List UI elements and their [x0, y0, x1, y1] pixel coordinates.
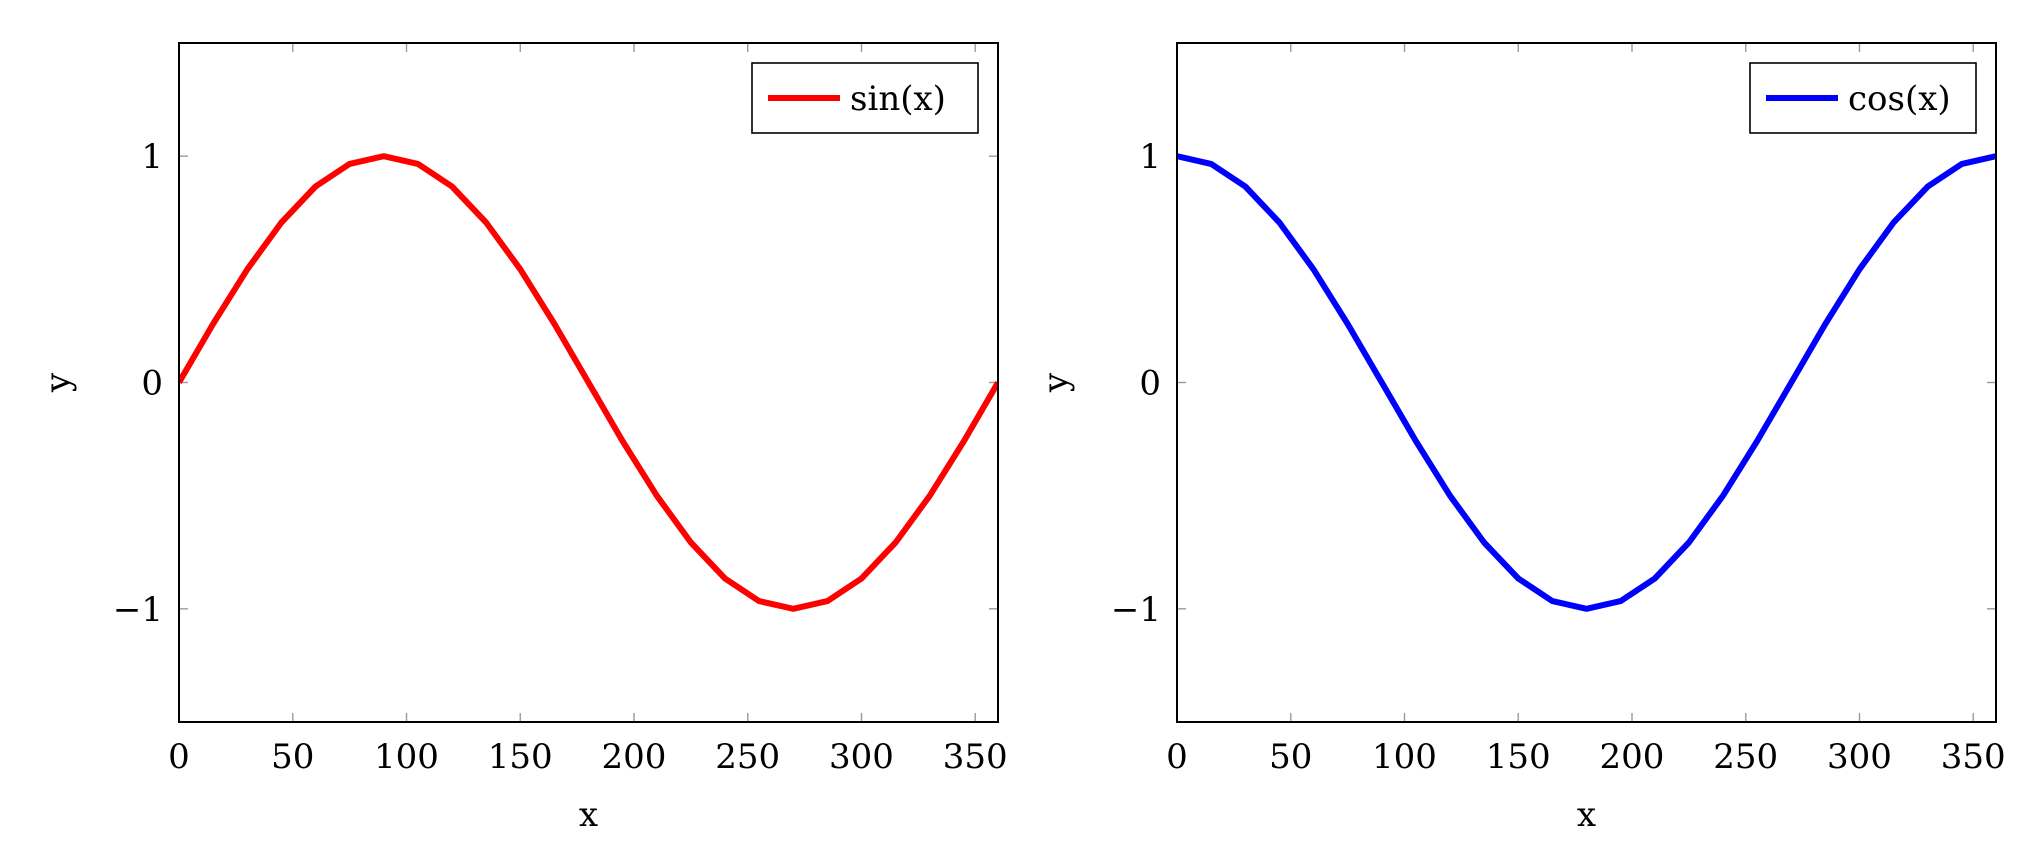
series-line — [179, 153, 998, 612]
x-tick-label: 150 — [488, 737, 553, 777]
legend: cos(x) — [1749, 62, 1977, 134]
x-tick-label: 0 — [1166, 737, 1188, 777]
x-tick-label: 250 — [715, 737, 780, 777]
x-tick-label: 100 — [1372, 737, 1437, 777]
plot-frame — [1176, 42, 1997, 723]
x-tick-label: 0 — [168, 737, 190, 777]
y-tick-label: 0 — [1139, 364, 1161, 404]
y-axis-label: y — [38, 372, 78, 393]
x-tick-label: 350 — [943, 737, 1008, 777]
series-line — [1177, 153, 1996, 612]
y-tick-label: 1 — [1139, 137, 1161, 177]
cos-chart: 0 50 100 150 200 250 300 350 −1 0 1 x y cos(x) — [1036, 42, 2006, 835]
x-axis-label: x — [579, 795, 598, 835]
x-tick-label: 250 — [1713, 737, 1778, 777]
legend-label: cos(x) — [1848, 79, 1951, 119]
x-tick-label: 300 — [829, 737, 894, 777]
legend: sin(x) — [751, 62, 979, 134]
x-tick-label: 100 — [374, 737, 439, 777]
plot-frame — [178, 42, 999, 723]
x-tick-label: 200 — [1600, 737, 1665, 777]
y-tick-label: −1 — [113, 590, 163, 630]
legend-label: sin(x) — [850, 79, 946, 119]
x-tick-label: 150 — [1486, 737, 1551, 777]
y-axis-label: y — [1036, 372, 1076, 393]
x-tick-label: 50 — [271, 737, 314, 777]
y-tick-label: −1 — [1111, 590, 1161, 630]
x-tick-label: 200 — [602, 737, 667, 777]
sin-chart: 0 50 100 150 200 250 300 350 −1 0 1 x y sin(x) — [38, 42, 1008, 835]
x-tick-label: 350 — [1941, 737, 2006, 777]
x-tick-label: 50 — [1269, 737, 1312, 777]
y-tick-label: 0 — [141, 364, 163, 404]
y-tick-label: 1 — [141, 137, 163, 177]
x-tick-label: 300 — [1827, 737, 1892, 777]
x-axis-label: x — [1577, 795, 1596, 835]
